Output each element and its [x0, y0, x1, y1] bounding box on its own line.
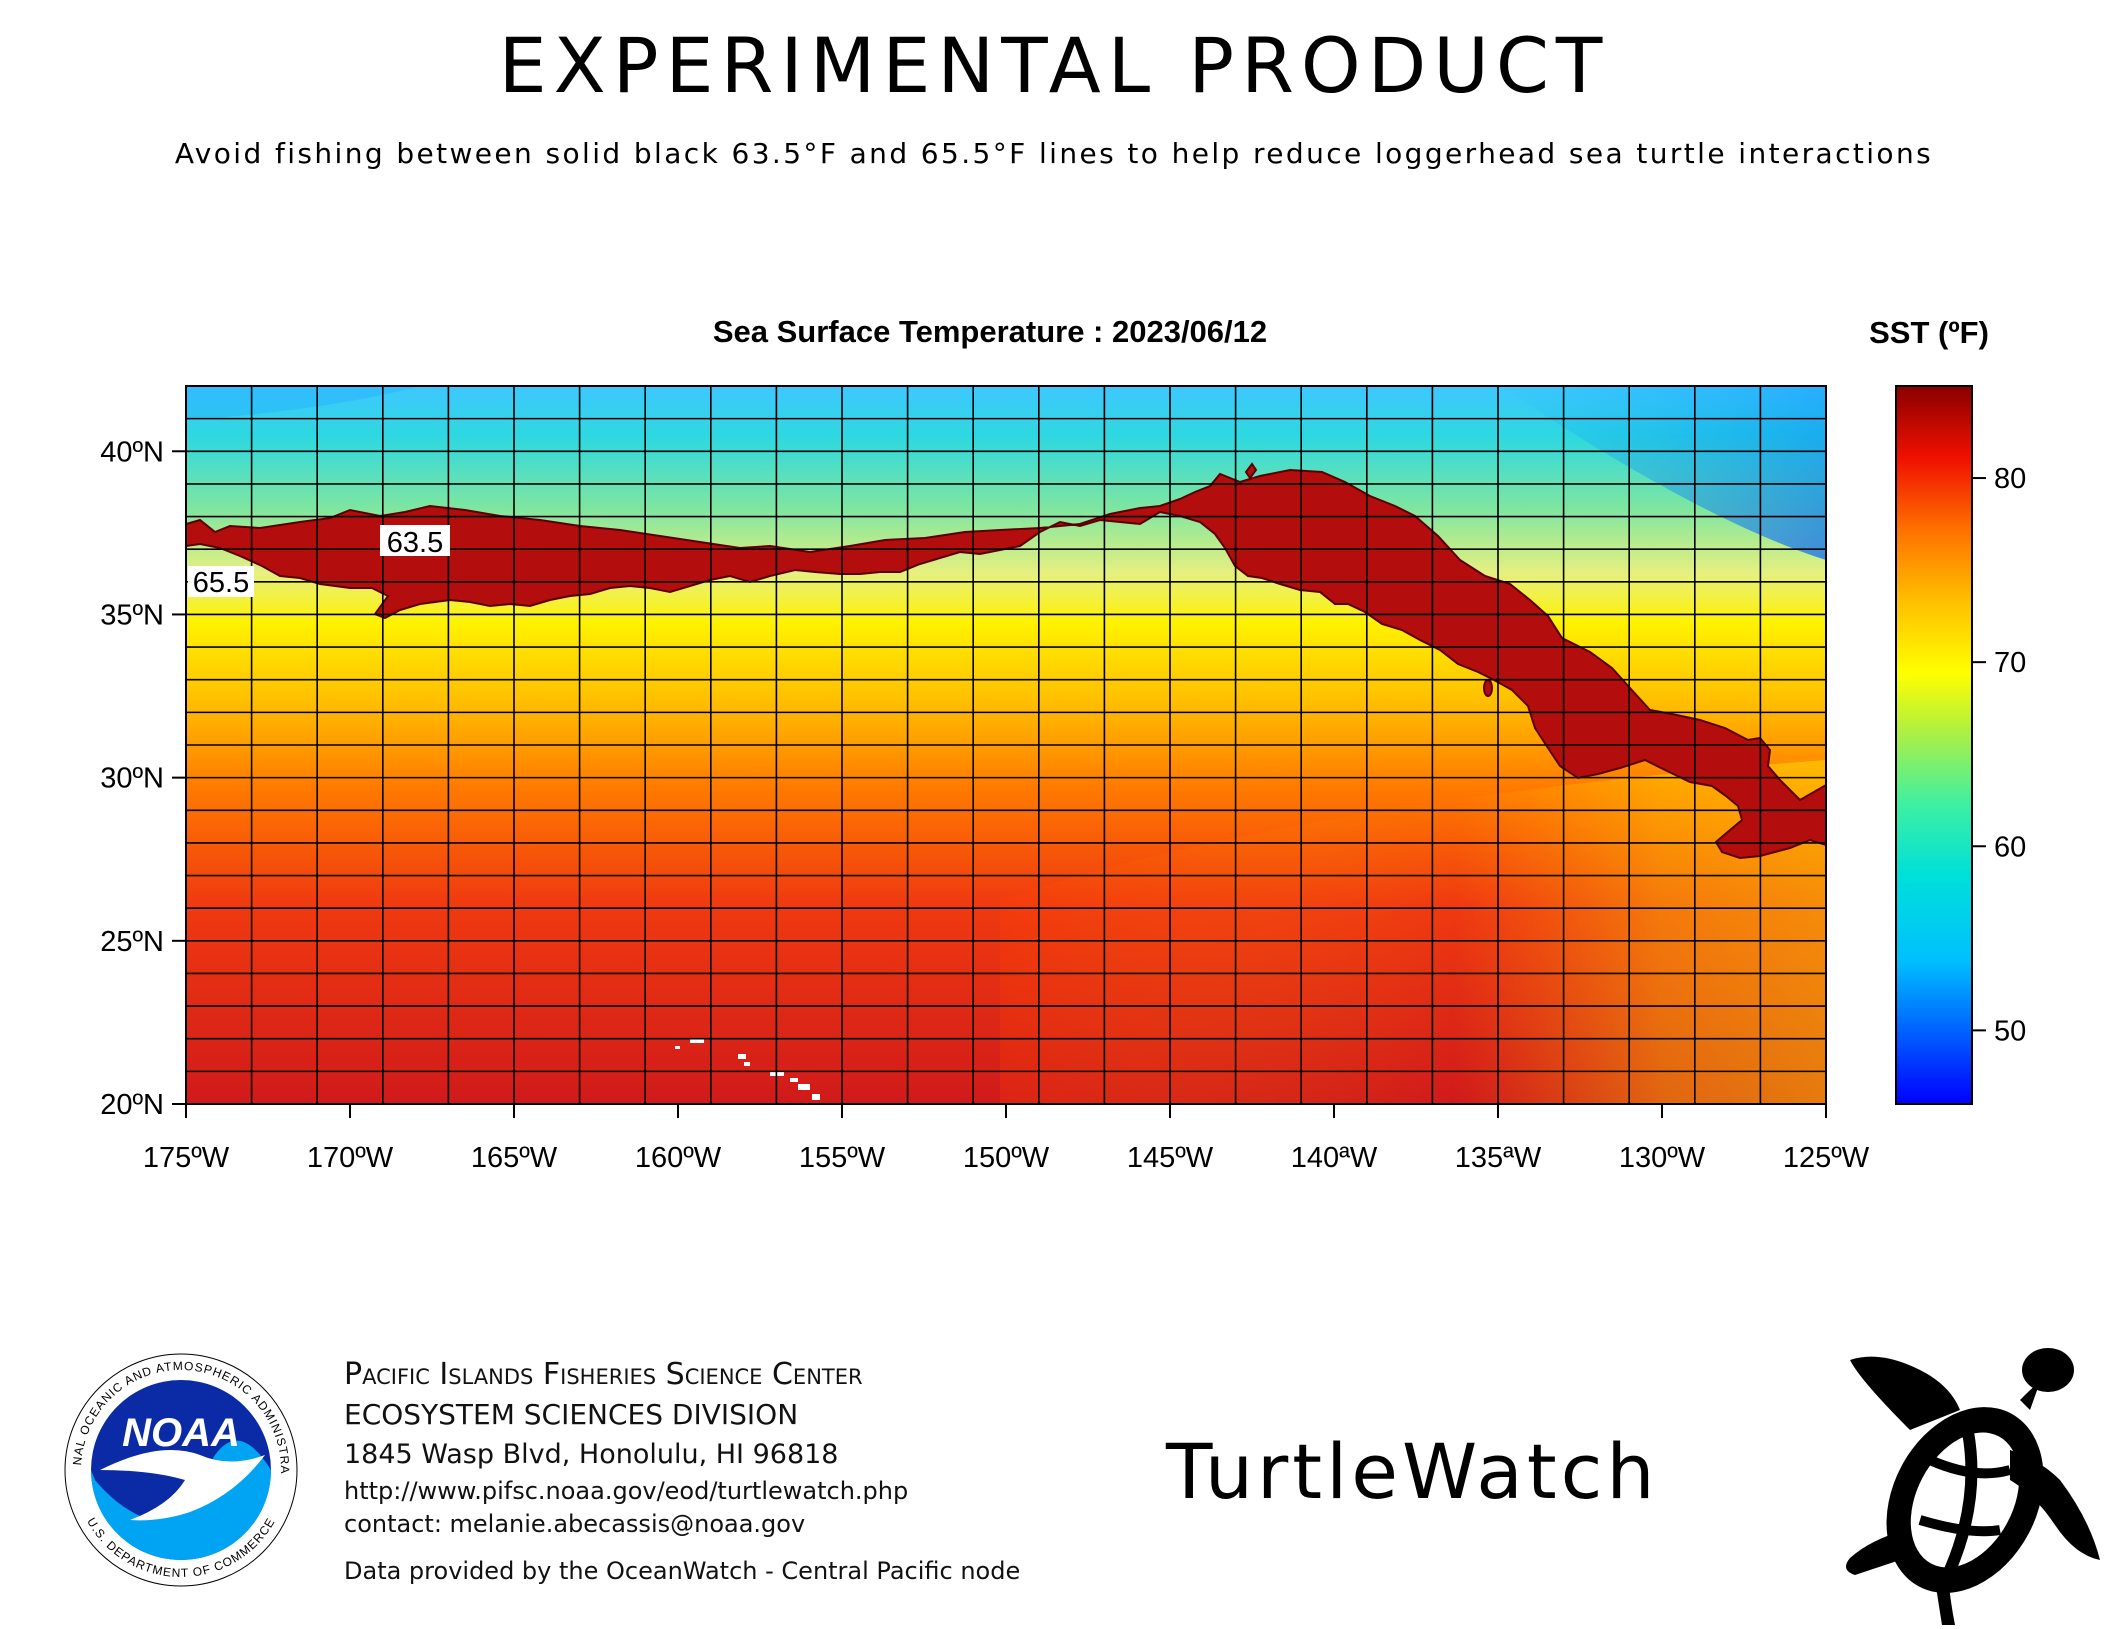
turtlewatch-wordmark: TurtleWatch	[1166, 1427, 1659, 1516]
org-name: Pacific Islands Fisheries Science Center	[344, 1357, 863, 1392]
x-tick-label: 140ªW	[1291, 1142, 1378, 1174]
x-tick-label: 125ºW	[1783, 1142, 1870, 1174]
lat-lon-grid	[186, 386, 1826, 1104]
data-credit: Data provided by the OceanWatch - Centra…	[344, 1557, 1021, 1585]
latitude-axis: 40ºN 35ºN 30ºN 25ºN 20ºN	[100, 436, 186, 1121]
sea-turtle-icon	[1846, 1348, 2100, 1625]
colorbar-tick-label: 70	[1994, 647, 2026, 679]
division-name: ECOSYSTEM SCIENCES DIVISION	[344, 1398, 799, 1431]
colorbar-axis: 80 70 60 50	[1972, 463, 2026, 1047]
x-tick-label: 160ºW	[635, 1142, 722, 1174]
map-title: Sea Surface Temperature : 2023/06/12	[713, 314, 1267, 349]
y-tick-label: 30ºN	[100, 763, 164, 795]
avoid-zone-islet	[1244, 462, 1258, 480]
contour-label-box	[188, 566, 254, 597]
longitude-axis: 175ºW 170ºW 165ºW 160ºW 155ºW 150ºW 145ºW 140ªW…	[143, 1104, 1870, 1174]
colorbar-tick-label: 80	[1994, 463, 2026, 495]
x-tick-label: 155ºW	[799, 1142, 886, 1174]
x-tick-label: 130ºW	[1619, 1142, 1706, 1174]
footer-contact-block: Pacific Islands Fisheries Science Center…	[344, 1355, 1020, 1588]
colorbar-tick-label: 50	[1994, 1015, 2026, 1047]
y-tick-label: 20ºN	[100, 1089, 164, 1121]
colorbar-title: SST (ºF)	[1869, 315, 1989, 350]
contour-label-box	[380, 525, 450, 556]
sst-colorbar	[1895, 385, 1973, 1105]
x-tick-label: 150ºW	[963, 1142, 1050, 1174]
y-tick-label: 25ºN	[100, 926, 164, 958]
y-tick-label: 40ºN	[100, 436, 164, 468]
colorbar-tick-label: 60	[1994, 831, 2026, 863]
product-banner-title: EXPERIMENTAL PRODUCT	[498, 21, 1610, 110]
avoid-zone-band	[186, 468, 1826, 860]
x-tick-label: 135ªW	[1455, 1142, 1542, 1174]
product-url: http://www.pifsc.noaa.gov/eod/turtlewatc…	[344, 1477, 909, 1505]
noaa-wordmark: NOAA	[122, 1411, 240, 1455]
contact-email: contact: melanie.abecassis@noaa.gov	[344, 1510, 806, 1538]
contour-label-63-5: 63.5	[387, 527, 443, 559]
fishing-advisory-subtitle: Avoid fishing between solid black 63.5°F…	[174, 137, 1934, 170]
x-tick-label: 170ºW	[307, 1142, 394, 1174]
x-tick-label: 175ºW	[143, 1142, 230, 1174]
sst-eastern-warm-patch	[1000, 760, 1826, 1104]
avoid-zone-islet	[1483, 679, 1493, 697]
sst-northwest-cool-patch	[186, 386, 420, 420]
x-tick-label: 145ºW	[1127, 1142, 1214, 1174]
y-tick-label: 35ºN	[100, 599, 164, 631]
contour-label-65-5: 65.5	[193, 567, 249, 599]
x-tick-label: 165ºW	[471, 1142, 558, 1174]
address: 1845 Wasp Blvd, Honolulu, HI 96818	[344, 1439, 839, 1470]
